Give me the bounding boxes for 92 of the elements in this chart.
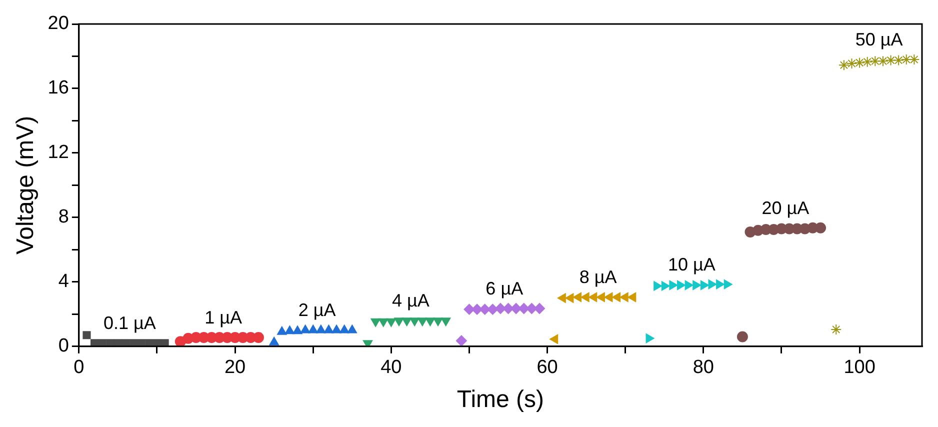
point xyxy=(456,335,467,346)
x-tick-label: 20 xyxy=(224,357,246,378)
point xyxy=(370,318,380,327)
point xyxy=(565,293,574,303)
point xyxy=(908,54,920,65)
point xyxy=(394,318,404,326)
point xyxy=(716,280,725,290)
series-label: 50 µA xyxy=(855,29,903,50)
point xyxy=(838,60,850,71)
point xyxy=(418,318,428,326)
point xyxy=(862,56,873,68)
point xyxy=(684,280,694,290)
point xyxy=(160,339,169,346)
y-tick-label: 16 xyxy=(48,78,69,99)
y-axis-title: Voltage (mV) xyxy=(12,116,40,255)
point xyxy=(588,292,598,302)
point xyxy=(440,318,451,326)
point xyxy=(277,326,287,335)
series-label: 4 µA xyxy=(392,290,430,311)
series-label: 0.1 µA xyxy=(103,313,156,334)
point xyxy=(573,292,582,302)
x-tick-label: 100 xyxy=(844,357,876,378)
x-tick-label: 60 xyxy=(536,357,558,378)
point xyxy=(830,324,842,335)
point xyxy=(378,318,388,327)
series-label: 1 µA xyxy=(204,308,242,328)
point xyxy=(604,292,613,302)
point xyxy=(386,318,396,327)
point xyxy=(654,281,662,291)
x-tick-label: 80 xyxy=(692,357,714,378)
series-label: 2 µA xyxy=(298,300,336,320)
point xyxy=(494,303,506,314)
point xyxy=(885,54,896,66)
point xyxy=(815,222,826,234)
point xyxy=(550,334,558,344)
x-axis-title: Time (s) xyxy=(456,386,544,414)
point xyxy=(557,293,566,303)
point xyxy=(580,292,590,302)
point xyxy=(464,304,475,315)
point xyxy=(736,331,748,342)
point xyxy=(152,339,162,346)
point xyxy=(893,54,904,66)
point xyxy=(402,318,412,326)
point xyxy=(90,339,99,346)
point xyxy=(677,280,686,290)
point xyxy=(596,292,605,302)
point xyxy=(628,292,636,302)
point xyxy=(332,324,342,334)
point xyxy=(870,56,881,67)
point xyxy=(487,304,498,315)
point xyxy=(724,280,732,290)
point xyxy=(612,292,621,302)
point xyxy=(292,326,302,334)
point xyxy=(669,280,678,290)
point xyxy=(316,324,326,334)
point xyxy=(526,303,538,314)
x-tick-label: 0 xyxy=(74,357,84,378)
point xyxy=(308,324,318,334)
point xyxy=(122,339,130,346)
point xyxy=(284,326,295,334)
y-tick-label: 8 xyxy=(58,206,69,228)
point xyxy=(708,280,717,290)
point xyxy=(854,57,866,68)
point xyxy=(700,280,709,290)
point xyxy=(846,58,858,69)
point xyxy=(877,56,888,67)
series-label: 8 µA xyxy=(579,267,617,288)
point xyxy=(300,324,310,334)
y-tick-label: 12 xyxy=(48,142,69,164)
point xyxy=(620,292,628,302)
point xyxy=(106,339,114,346)
point xyxy=(410,318,420,326)
point xyxy=(82,331,91,340)
y-tick-label: 0 xyxy=(58,336,69,357)
point xyxy=(900,54,912,65)
point xyxy=(692,280,702,290)
point xyxy=(425,318,436,326)
x-tick-label: 40 xyxy=(380,357,402,378)
point xyxy=(433,318,443,326)
y-tick-label: 4 xyxy=(58,271,70,292)
point xyxy=(130,339,138,346)
point xyxy=(347,324,357,334)
series-label: 20 µA xyxy=(762,198,810,218)
y-tick-label: 20 xyxy=(48,13,69,34)
series-label: 6 µA xyxy=(486,278,524,298)
point xyxy=(340,324,350,334)
point xyxy=(661,281,670,291)
point xyxy=(324,324,334,334)
point xyxy=(269,336,279,346)
point xyxy=(145,339,154,346)
series-label: 10 µA xyxy=(668,254,716,274)
point xyxy=(646,334,654,344)
